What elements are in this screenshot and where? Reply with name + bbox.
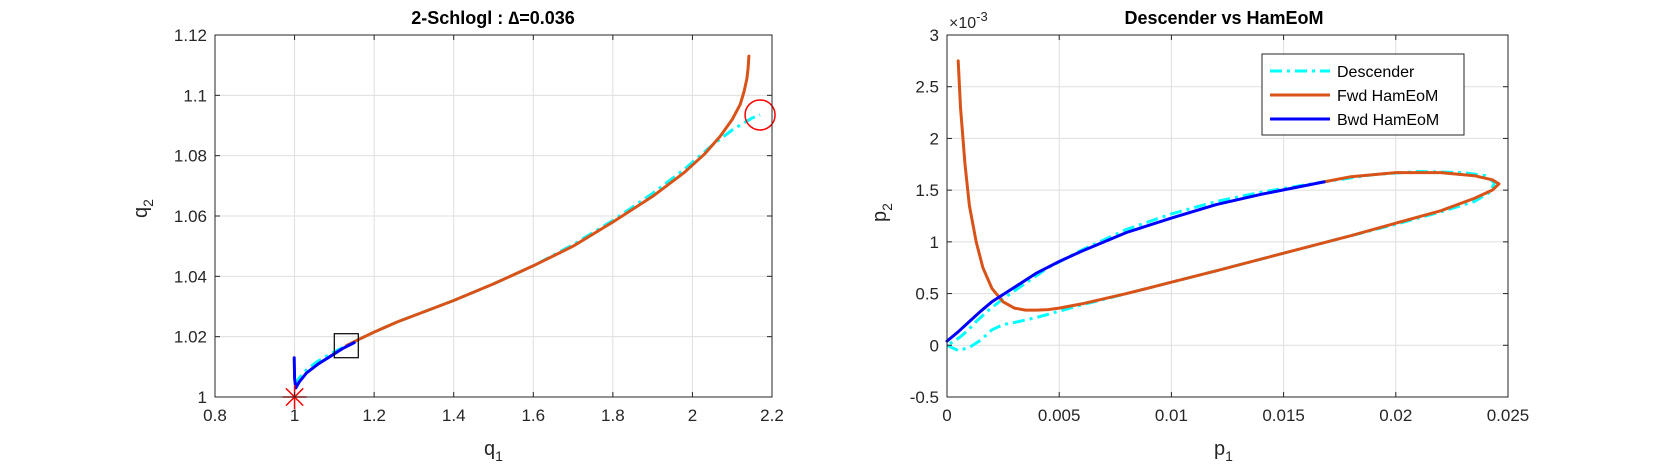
- left-ticks: [214, 34, 773, 398]
- legend-label-bwd: Bwd HamEoM: [1337, 112, 1439, 129]
- left-chart: 0.8 1 1.2 1.4 1.6 1.8 2 2.2 11.021.041.061.081.…: [130, 8, 784, 464]
- right-y-tick-label: 0: [930, 336, 939, 355]
- left-series: [292, 54, 761, 390]
- right-y-tick-labels: -0.5 0 0.5 1 1.5 2 2.5 3: [910, 26, 939, 407]
- right-y-tick-label: 2: [930, 129, 939, 148]
- right-ticks: [946, 34, 1509, 398]
- right-x-tick-label: 0.01: [1155, 406, 1188, 425]
- left-y-tick-label: 1.08: [174, 147, 207, 166]
- legend: Descender Fwd HamEoM Bwd HamEoM: [1261, 53, 1465, 136]
- left-x-tick-label: 1.4: [442, 406, 466, 425]
- legend-label-fwd: Fwd HamEoM: [1337, 88, 1438, 105]
- right-y-tick-label: -0.5: [910, 388, 939, 407]
- left-y-tick-label: 1.02: [174, 328, 207, 347]
- right-chart-title: Descender vs HamEoM: [1124, 8, 1323, 28]
- right-series-bwd-hameom: [945, 180, 1326, 343]
- right-x-axis-label: p1: [1214, 438, 1233, 464]
- right-y-axis-label: p2: [869, 203, 895, 222]
- left-x-axis-label: q1: [484, 438, 503, 464]
- left-x-tick-label: 2.2: [760, 406, 784, 425]
- left-x-tick-label: 1.2: [362, 406, 386, 425]
- left-series-fwd-hameom: [344, 54, 751, 348]
- right-x-tick-label: 0: [942, 406, 951, 425]
- start-circle-marker: [744, 99, 776, 131]
- right-x-tick-labels: 0 0.005 0.01 0.015 0.02 0.025: [942, 406, 1529, 425]
- right-chart: 0 0.005 0.01 0.015 0.02 0.025 -0.500.511.522.…: [869, 8, 1529, 464]
- left-y-tick-label: 1.12: [174, 26, 207, 45]
- left-y-tick-label: 1.1: [183, 86, 207, 105]
- left-x-tick-label: 1.6: [521, 406, 545, 425]
- right-axes-box: [946, 34, 1509, 398]
- left-y-axis-label: q2: [130, 199, 156, 218]
- right-x-tick-label: 0.015: [1262, 406, 1305, 425]
- left-y-tick-label: 1: [198, 388, 207, 407]
- left-x-tick-label: 1.8: [601, 406, 625, 425]
- right-y-exponent: ×10-3: [949, 9, 988, 32]
- right-y-tick-label: 1.5: [915, 181, 939, 200]
- right-x-tick-label: 0.005: [1038, 406, 1081, 425]
- right-y-tick-label: 3: [930, 26, 939, 45]
- left-x-tick-labels: 0.8 1 1.2 1.4 1.6 1.8 2 2.2: [203, 406, 784, 425]
- right-y-tick-label: 0.5: [915, 285, 939, 304]
- left-x-tick-label: 2: [688, 406, 697, 425]
- right-x-tick-label: 0.02: [1379, 406, 1412, 425]
- left-y-tick-label: 1.04: [174, 267, 207, 286]
- switch-square-marker: [333, 333, 359, 359]
- left-y-tick-labels: 1 1.02 1.04 1.06 1.08 1.1 1.12: [174, 26, 207, 407]
- left-series-bwd-hameom: [292, 341, 356, 390]
- left-x-tick-label: 1: [290, 406, 299, 425]
- right-y-tick-label: 1: [930, 233, 939, 252]
- legend-label-descender: Descender: [1337, 64, 1415, 81]
- left-chart-title: 2-Schlogl : ∆=0.036: [411, 8, 575, 28]
- right-x-tick-label: 0.025: [1487, 406, 1530, 425]
- left-x-tick-label: 0.8: [203, 406, 227, 425]
- left-y-tick-label: 1.06: [174, 207, 207, 226]
- right-y-tick-label: 2.5: [915, 78, 939, 97]
- right-series: [945, 59, 1501, 352]
- right-series-fwd-hameom: [956, 59, 1501, 312]
